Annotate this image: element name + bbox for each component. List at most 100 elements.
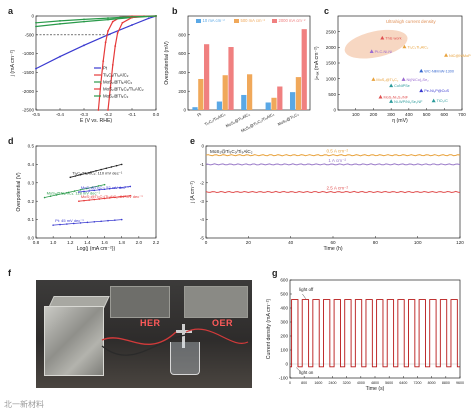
x-tick-label: 4800	[371, 381, 379, 385]
tafel-point	[93, 198, 96, 201]
data-point	[155, 15, 157, 17]
tafel-point	[59, 223, 61, 226]
x-tick-label: 8000	[428, 381, 436, 385]
x-tick-label: 200	[370, 112, 378, 117]
data-point	[104, 41, 107, 44]
data-point	[35, 67, 37, 70]
tafel-point	[55, 194, 58, 196]
ultrahigh-region	[344, 29, 408, 59]
y-tick-label: -3	[200, 199, 205, 204]
y-tick-label: 0.2	[28, 199, 35, 204]
tafel-point	[93, 221, 96, 223]
tafel-point	[110, 166, 113, 168]
annotation-arrow	[302, 293, 307, 300]
her-label: HER	[140, 318, 161, 328]
y-tick-label: 600	[280, 278, 288, 283]
bar	[289, 92, 296, 110]
tafel-point	[79, 173, 82, 176]
y-tick-label: 400	[178, 70, 186, 75]
y-tick-label: -1000	[22, 51, 34, 56]
x-tick-label: -0.2	[104, 112, 112, 117]
x-tick-label: 1600	[314, 381, 322, 385]
bar	[271, 97, 277, 110]
data-point	[109, 86, 112, 89]
y-tick-label: 0.1	[28, 217, 35, 222]
stability-label: 0.5 A cm⁻²	[326, 149, 348, 154]
scatter-point	[380, 35, 385, 40]
legend-label: 500 mA cm⁻²	[241, 18, 266, 23]
x-tick-label: -0.5	[32, 112, 40, 117]
tafel-point	[79, 188, 82, 191]
tafel-point	[114, 196, 116, 199]
tafel-label: MoS₂@Ti₃C₂: 52 mV dec⁻¹	[81, 185, 130, 190]
tafel-point	[114, 219, 116, 221]
tafel-point	[91, 186, 94, 189]
data-point	[107, 18, 109, 21]
data-point	[35, 21, 37, 24]
data-point	[114, 45, 117, 47]
data-point	[111, 63, 114, 66]
photo-response-line	[290, 299, 460, 368]
x-tick-label: -0.4	[56, 112, 64, 117]
tafel-point	[52, 224, 54, 226]
y-tick-label: -1500	[22, 70, 34, 75]
x-axis-label: Log(j (mA cm⁻²))	[77, 246, 116, 252]
y-tick-label: 200	[280, 334, 288, 339]
x-tick-label: 0	[289, 381, 291, 385]
tafel-point	[72, 222, 75, 225]
y-tick-label: 0	[285, 362, 288, 367]
y-tick-label: 500	[328, 92, 336, 97]
x-tick-label: 700	[458, 112, 466, 117]
tafel-label: Pt: 45 mV dec⁻¹	[55, 218, 84, 223]
tafel-point	[83, 190, 85, 193]
panel-c-chart: 100 200 300 400 500 600 700 0 500 1000 1500 2000 250…	[314, 15, 471, 124]
data-point	[147, 17, 150, 20]
oer-label: OER	[212, 318, 234, 328]
y-tick-label: 200	[178, 89, 186, 94]
panel-letters: a b c d e f g	[8, 6, 329, 278]
y-tick-label: 600	[178, 51, 186, 56]
x-axis-label: Time (h)	[323, 246, 342, 252]
y-tick-label: -100	[279, 376, 289, 381]
point-label: Ni-WP/Ni₂Se₂NF	[394, 100, 423, 104]
x-tick-label: 60	[330, 240, 336, 245]
data-point	[99, 82, 102, 85]
tafel-point	[88, 190, 90, 192]
point-label: Pt-C-Ni-Ni	[375, 50, 392, 54]
y-tick-label: -2	[200, 180, 205, 185]
x-tick-label: 1.6	[101, 240, 108, 245]
tafel-point	[98, 198, 101, 200]
beaker-icon	[170, 342, 200, 375]
scatter-point	[369, 49, 374, 54]
y-tick-label: 300	[280, 320, 288, 325]
tafel-label: Ti₃C₂/Ti₃AlC₂: 110 mV dec⁻¹	[72, 170, 123, 175]
panel-d-chart: 0.8 1.0 1.2 1.4 1.6 1.8 2.0 2.2 0.0 0.1 0.2 0.3 0.4 0…	[16, 144, 160, 252]
data-point	[111, 20, 114, 23]
legend-label: 2000 mA cm⁻²	[279, 18, 306, 23]
y-tick-label: 0.4	[28, 162, 35, 167]
y-tick-label: 1500	[326, 61, 337, 66]
region-label: Ultrahigh current density	[386, 19, 436, 24]
point-label: TiO₂/C	[437, 99, 449, 103]
scatter-point	[389, 99, 394, 103]
y-tick-label: 0	[31, 14, 34, 19]
y-tick-label: -2000	[22, 89, 34, 94]
stability-line-0	[205, 154, 461, 157]
bar	[301, 29, 307, 110]
tafel-point	[69, 176, 72, 179]
tafel-point	[124, 195, 126, 198]
y-tick-label: -5	[200, 236, 205, 241]
bar	[265, 102, 271, 110]
tafel-point	[78, 200, 80, 202]
bar	[241, 94, 247, 110]
y-tick-label: 100	[280, 348, 288, 353]
data-point	[83, 44, 85, 47]
panel-letter-b: b	[172, 6, 178, 16]
point-label: Ni(NiCo)₂Se₂	[407, 78, 430, 82]
x-tick-label: 2.0	[136, 240, 143, 245]
data-point	[83, 20, 85, 23]
panel-letter-e: e	[190, 136, 195, 146]
tafel-point	[119, 186, 121, 189]
tafel-point	[120, 163, 123, 166]
panel-letter-c: c	[324, 6, 329, 16]
